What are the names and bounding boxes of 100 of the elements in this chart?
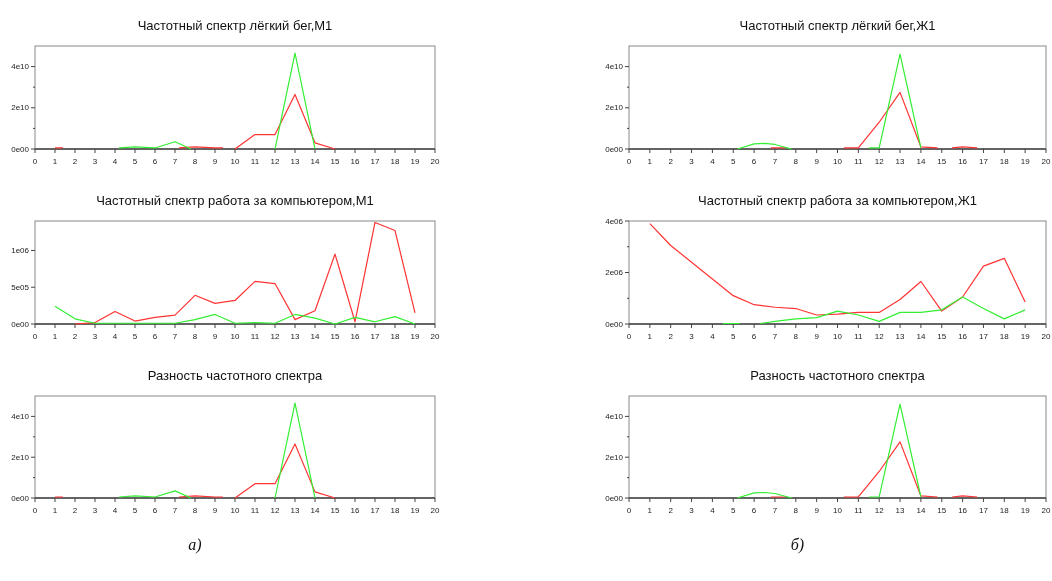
x-tick-label: 11 (250, 157, 260, 166)
x-tick-label: 8 (192, 506, 198, 515)
x-tick-label: 19 (1020, 506, 1031, 515)
x-tick-label: 2 (72, 332, 78, 341)
x-tick-label: 4 (710, 332, 716, 341)
y-tick-label: 0e00 (605, 493, 624, 503)
x-tick-label: 8 (793, 332, 799, 341)
x-tick-label: 3 (92, 157, 98, 166)
line-series (74, 221, 416, 325)
x-tick-label: 16 (958, 332, 968, 341)
chart-title: Частотный спектр лёгкий бег,Ж1 (739, 18, 936, 33)
text: а) (188, 536, 202, 554)
y-tick-label: 4e10 (605, 62, 624, 72)
x-tick-label: 14 (916, 332, 926, 341)
x-tick-label: 11 (854, 157, 864, 166)
x-tick-label: 8 (192, 332, 198, 341)
x-tick-label: 10 (833, 157, 843, 166)
x-tick-label: 18 (390, 332, 400, 341)
x-tick-label: 13 (895, 157, 906, 166)
x-tick-label: 15 (937, 506, 947, 515)
x-tick-label: 7 (772, 157, 778, 166)
x-tick-label: 20 (1041, 157, 1051, 166)
x-tick-label: 6 (751, 506, 757, 515)
x-tick-label: 14 (310, 157, 320, 166)
x-tick-label: 5 (132, 506, 138, 515)
y-tick-label: 0e00 (11, 144, 30, 154)
x-tick-label: 18 (999, 506, 1010, 515)
x-tick-label: 20 (430, 506, 440, 515)
y-tick-label: 2e10 (605, 452, 624, 462)
x-tick-label: 7 (772, 506, 778, 515)
x-tick-label: 12 (874, 506, 885, 515)
y-tick-label: 0e00 (11, 319, 30, 329)
x-tick-label: 17 (370, 506, 380, 515)
x-tick-label: 9 (212, 506, 218, 515)
y-tick-label: 4e10 (605, 411, 624, 421)
x-tick-label: 0 (32, 506, 38, 515)
x-tick-label: 17 (370, 157, 380, 166)
x-tick-label: 13 (290, 157, 300, 166)
x-tick-label: 16 (958, 157, 968, 166)
text: б) (790, 536, 805, 554)
chart-title: Разность частотного спектра (750, 368, 926, 383)
y-tick-label: 0e00 (605, 319, 624, 329)
x-tick-label: 6 (751, 157, 757, 166)
x-tick-label: 16 (958, 506, 968, 515)
x-tick-label: 12 (874, 157, 885, 166)
x-tick-label: 0 (32, 332, 38, 341)
x-tick-label: 18 (390, 157, 400, 166)
x-tick-label: 3 (689, 506, 695, 515)
x-tick-label: 6 (152, 332, 158, 341)
x-tick-label: 14 (916, 157, 926, 166)
x-tick-label: 2 (668, 506, 674, 515)
x-tick-label: 11 (854, 332, 864, 341)
chart-title: Частотный спектр лёгкий бег,М1 (137, 18, 333, 33)
x-tick-label: 2 (668, 157, 674, 166)
x-tick-label: 1 (647, 332, 653, 341)
x-tick-label: 19 (410, 332, 420, 341)
x-tick-label: 17 (979, 332, 989, 341)
line-series (649, 222, 1026, 316)
x-tick-label: 18 (999, 157, 1010, 166)
x-tick-label: 16 (350, 157, 360, 166)
x-tick-label: 10 (230, 332, 240, 341)
x-tick-label: 18 (390, 506, 400, 515)
x-tick-label: 5 (132, 332, 138, 341)
x-tick-label: 5 (731, 506, 737, 515)
chart-title: Разность частотного спектра (147, 368, 323, 383)
x-tick-label: 12 (270, 332, 280, 341)
x-tick-label: 1 (647, 157, 653, 166)
x-tick-label: 19 (1020, 332, 1031, 341)
x-tick-label: 8 (192, 157, 198, 166)
line-series (54, 305, 416, 325)
x-tick-label: 9 (212, 332, 218, 341)
x-tick-label: 20 (1041, 506, 1051, 515)
x-tick-label: 13 (895, 506, 906, 515)
x-tick-label: 17 (979, 506, 989, 515)
y-tick-label: 1e06 (11, 245, 30, 255)
x-tick-label: 13 (290, 506, 300, 515)
x-tick-label: 12 (874, 332, 885, 341)
x-tick-label: 10 (833, 506, 843, 515)
x-tick-label: 2 (668, 332, 674, 341)
x-tick-label: 3 (92, 506, 98, 515)
y-tick-label: 2e10 (605, 103, 624, 113)
x-tick-label: 15 (330, 506, 340, 515)
x-tick-label: 4 (112, 506, 118, 515)
x-tick-label: 12 (270, 506, 280, 515)
chart-title: Частотный спектр работа за компьютером,М1 (96, 193, 374, 208)
x-tick-label: 4 (112, 332, 118, 341)
y-tick-label: 4e10 (11, 411, 30, 421)
chart-title: Частотный спектр работа за компьютером,Ж1 (698, 193, 977, 208)
x-tick-label: 15 (330, 332, 340, 341)
x-tick-label: 19 (1020, 157, 1031, 166)
y-tick-label: 4e06 (605, 216, 624, 226)
x-tick-label: 9 (814, 157, 820, 166)
x-tick-label: 5 (731, 157, 737, 166)
x-tick-label: 1 (52, 332, 58, 341)
x-tick-label: 5 (731, 332, 737, 341)
y-tick-label: 2e10 (11, 452, 30, 462)
x-tick-label: 1 (52, 506, 58, 515)
x-tick-label: 3 (689, 157, 695, 166)
x-tick-label: 20 (430, 332, 440, 341)
y-tick-label: 0e00 (605, 144, 624, 154)
